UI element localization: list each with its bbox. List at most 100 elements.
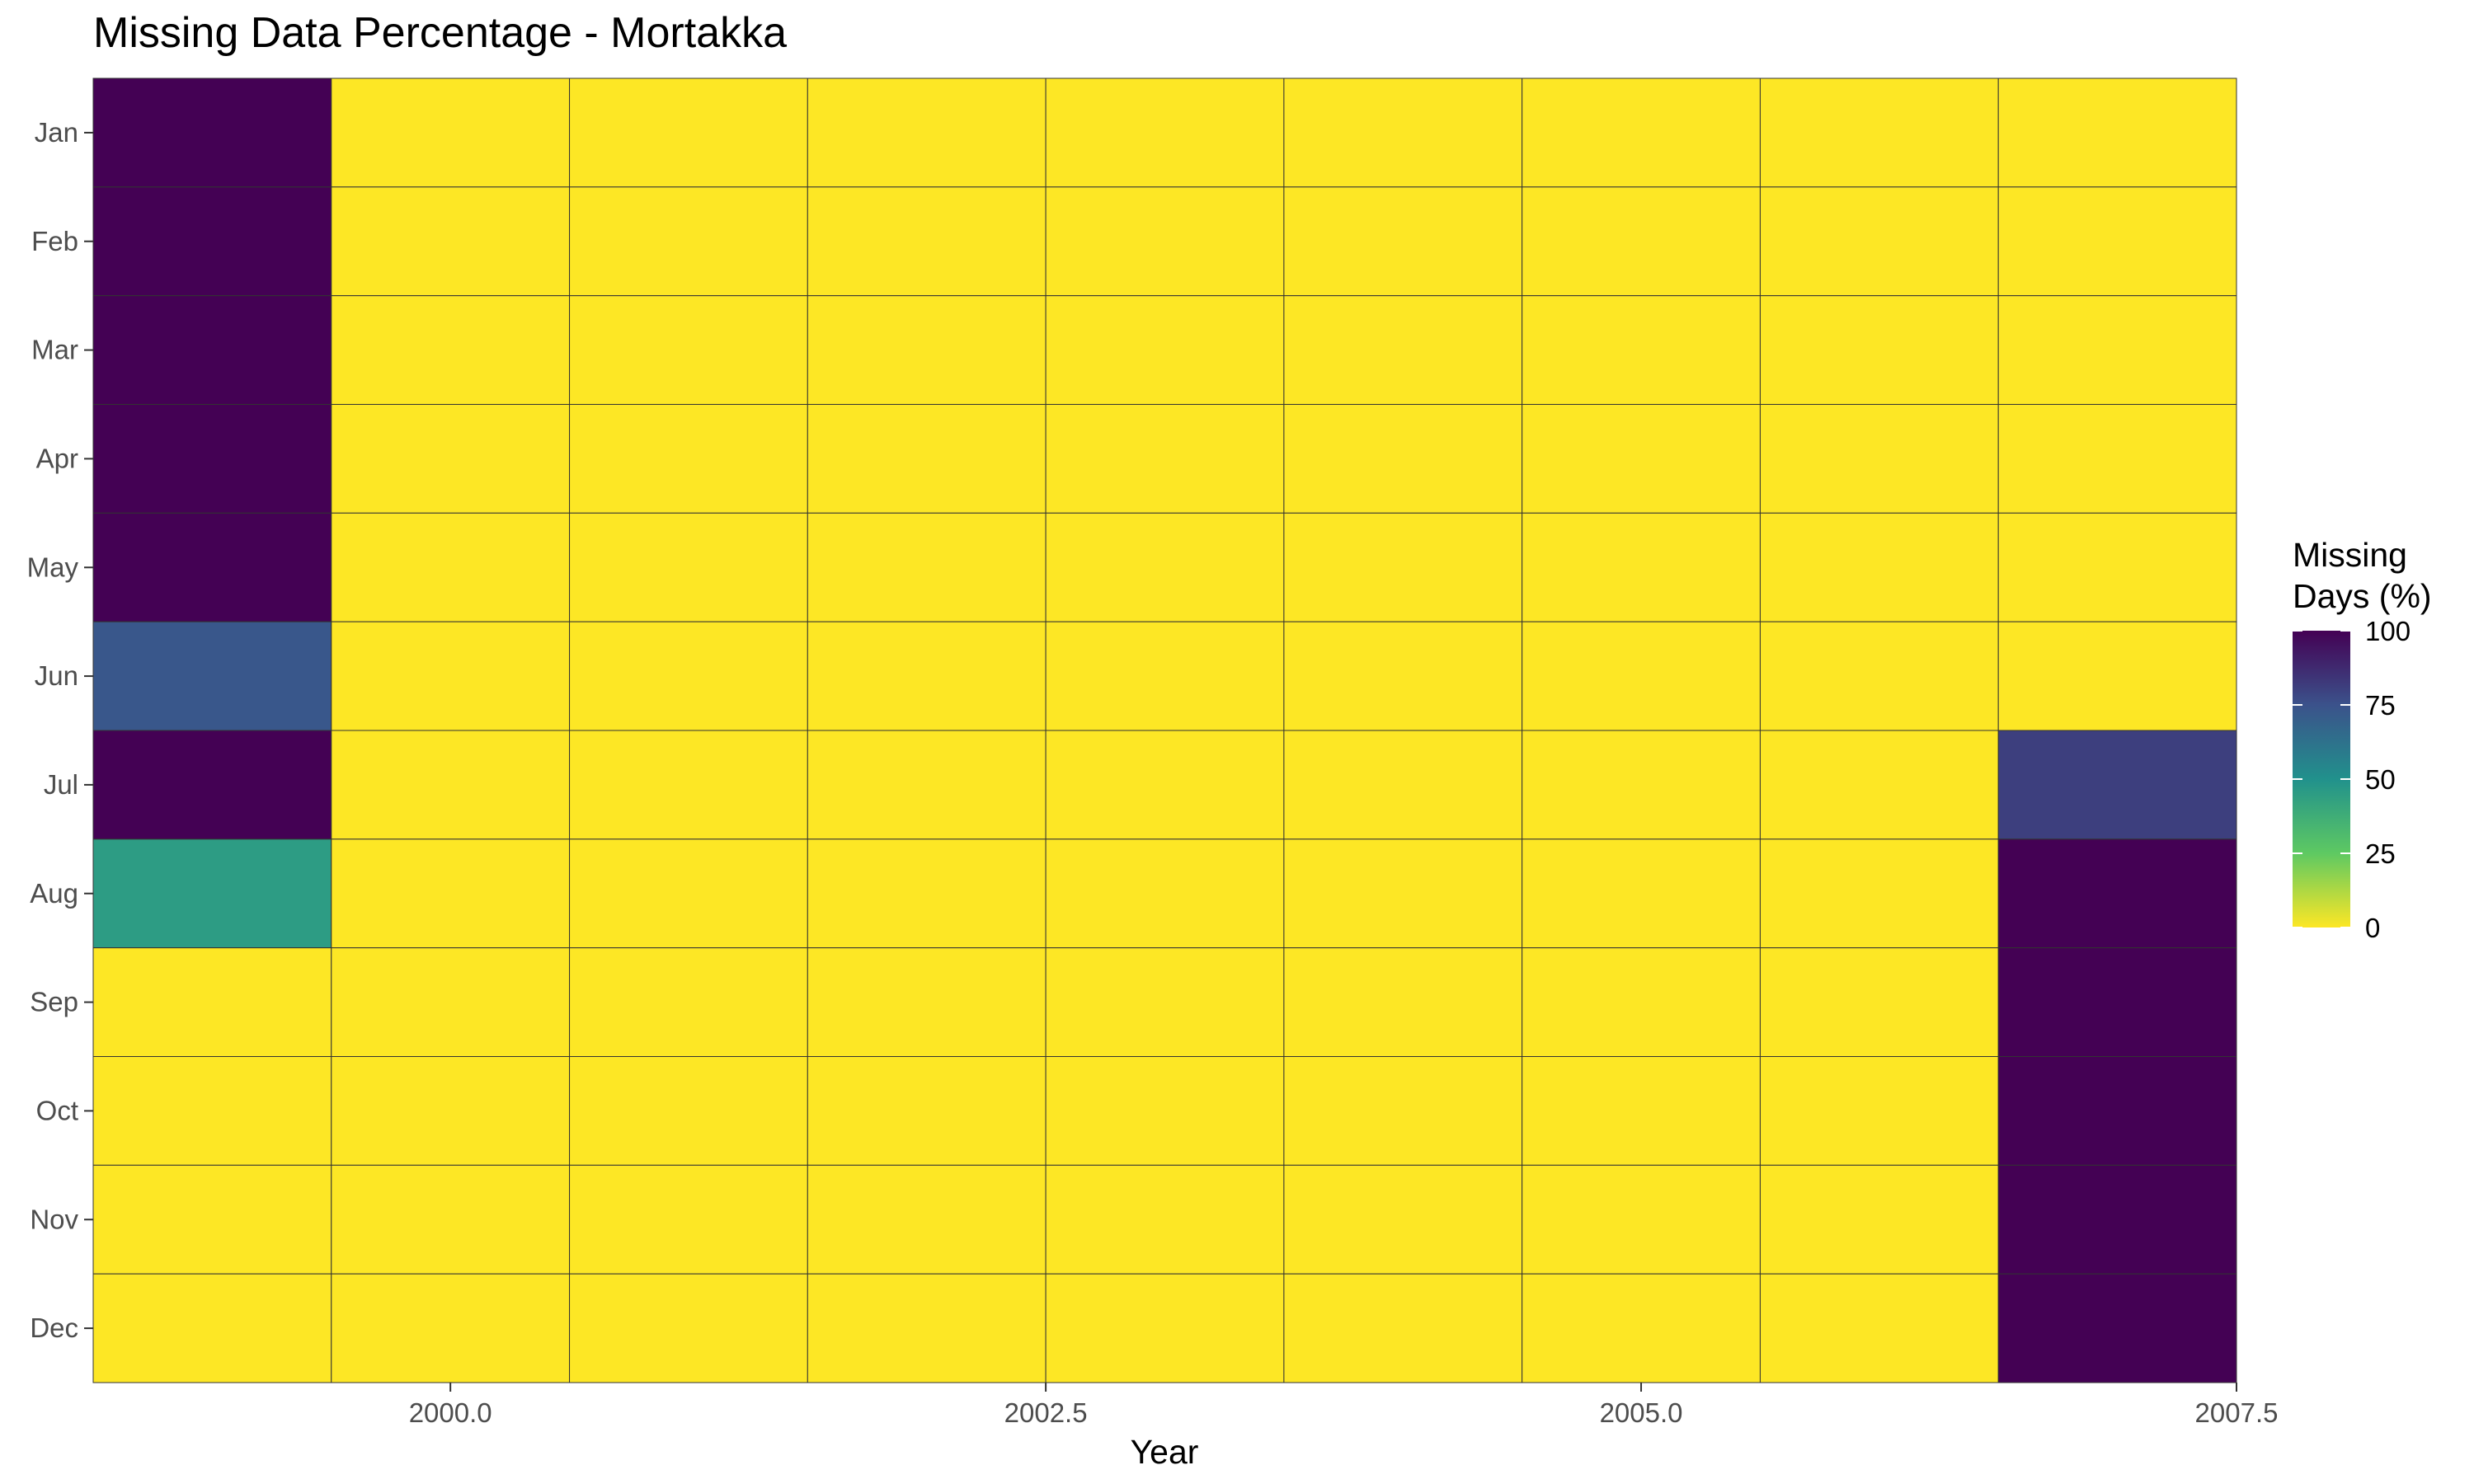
heatmap-cell-jul-2007	[1997, 730, 2237, 840]
heatmap-cell-aug-2004	[1283, 838, 1523, 949]
legend-title: Missing Days (%)	[2293, 534, 2474, 617]
heatmap-cell-apr-2000	[331, 404, 571, 514]
heatmap-cell-sep-2003	[1045, 947, 1285, 1057]
heatmap-cell-nov-2001	[569, 1164, 808, 1275]
heatmap-cell-jan-2003	[1045, 77, 1285, 188]
heatmap-cell-may-2000	[331, 512, 571, 622]
legend-tick-label: 50	[2365, 764, 2396, 795]
heatmap-cell-jul-2006	[1759, 730, 1999, 840]
heatmap-cell-jul-2004	[1283, 730, 1523, 840]
heatmap-cell-dec-2003	[1045, 1273, 1285, 1383]
x-tick-label: 2002.5	[1004, 1397, 1088, 1428]
heatmap-cell-feb-2007	[1997, 186, 2237, 297]
y-tick-label-sep: Sep	[30, 987, 78, 1017]
legend-tick-label: 100	[2365, 616, 2411, 646]
heatmap-cell-jan-2006	[1759, 77, 1999, 188]
heatmap-cell-aug-2006	[1759, 838, 1999, 949]
heatmap-cell-dec-2002	[807, 1273, 1047, 1383]
heatmap-cell-may-2003	[1045, 512, 1285, 622]
heatmap-cell-oct-2004	[1283, 1056, 1523, 1166]
heatmap-cell-nov-2004	[1283, 1164, 1523, 1275]
heatmap-cell-oct-2005	[1522, 1056, 1761, 1166]
heatmap-cell-jun-2001	[569, 621, 808, 731]
y-axis-labels: Jan Feb Mar Apr May Jun Jul Aug Sep Oct Nov Dec	[27, 117, 93, 1343]
heatmap-cells	[92, 77, 2237, 1383]
heatmap-cell-oct-2007	[1997, 1056, 2237, 1166]
heatmap-cell-mar-2002	[807, 295, 1047, 405]
y-tick-label-may: May	[27, 552, 79, 582]
heatmap-cell-mar-2004	[1283, 295, 1523, 405]
heatmap-cell-jan-2004	[1283, 77, 1523, 188]
y-tick-label-jul: Jul	[44, 769, 78, 800]
heatmap-cell-nov-2005	[1522, 1164, 1761, 1275]
heatmap-cell-may-2006	[1759, 512, 1999, 622]
heatmap-cell-dec-2005	[1522, 1273, 1761, 1383]
heatmap-cell-jun-2003	[1045, 621, 1285, 731]
heatmap-cell-sep-2004	[1283, 947, 1523, 1057]
heatmap-cell-oct-1999	[92, 1056, 332, 1166]
heatmap-cell-sep-2002	[807, 947, 1047, 1057]
heatmap-cell-apr-2003	[1045, 404, 1285, 514]
heatmap-cell-mar-2000	[331, 295, 571, 405]
heatmap-cell-feb-2000	[331, 186, 571, 297]
heatmap-cell-aug-2003	[1045, 838, 1285, 949]
y-tick-label-feb: Feb	[31, 226, 78, 256]
y-tick-label-dec: Dec	[30, 1313, 78, 1343]
heatmap-cell-aug-2007	[1997, 838, 2237, 949]
heatmap-cell-jan-2005	[1522, 77, 1761, 188]
y-tick-label-jan: Jan	[35, 117, 78, 148]
legend-tick-label: 0	[2365, 913, 2380, 943]
heatmap-cell-jun-2006	[1759, 621, 1999, 731]
heatmap-cell-sep-1999	[92, 947, 332, 1057]
heatmap-cell-may-1999	[92, 512, 332, 622]
y-tick-label-oct: Oct	[36, 1095, 78, 1125]
heatmap-cell-nov-2006	[1759, 1164, 1999, 1275]
heatmap-cell-may-2004	[1283, 512, 1523, 622]
legend-title-line-2: Days (%)	[2293, 577, 2432, 615]
heatmap-cell-nov-2000	[331, 1164, 571, 1275]
chart-title: Missing Data Percentage - Mortakka	[93, 9, 788, 57]
heatmap-cell-apr-2006	[1759, 404, 1999, 514]
heatmap-cell-oct-2006	[1759, 1056, 1999, 1166]
heatmap-cell-apr-2005	[1522, 404, 1761, 514]
heatmap-cell-sep-2001	[569, 947, 808, 1057]
heatmap-cell-oct-2000	[331, 1056, 571, 1166]
heatmap-cell-apr-2002	[807, 404, 1047, 514]
heatmap-cell-sep-2006	[1759, 947, 1999, 1057]
heatmap-cell-oct-2003	[1045, 1056, 1285, 1166]
heatmap-cell-jul-2005	[1522, 730, 1761, 840]
heatmap-cell-apr-2007	[1997, 404, 2237, 514]
heatmap-cell-jul-2000	[331, 730, 571, 840]
x-tick-label: 2000.0	[409, 1397, 492, 1428]
y-tick-label-apr: Apr	[36, 443, 78, 473]
heatmap-cell-jun-2000	[331, 621, 571, 731]
heatmap-cell-may-2007	[1997, 512, 2237, 622]
legend-tick-label: 75	[2365, 690, 2396, 721]
x-tick-label: 2007.5	[2195, 1397, 2279, 1428]
heatmap-cell-feb-2005	[1522, 186, 1761, 297]
x-axis-title: Year	[1131, 1433, 1199, 1471]
heatmap-cell-jul-2001	[569, 730, 808, 840]
heatmap-cell-sep-2005	[1522, 947, 1761, 1057]
heatmap-cell-jun-2007	[1997, 621, 2237, 731]
heatmap-cell-apr-1999	[92, 404, 332, 514]
heatmap-cell-aug-1999	[92, 838, 332, 949]
heatmap-cell-mar-1999	[92, 295, 332, 405]
legend-title-line-1: Missing	[2293, 536, 2407, 574]
heatmap-cell-aug-2002	[807, 838, 1047, 949]
x-axis-labels: 2000.0 2002.5 2005.0 2007.5	[409, 1383, 2279, 1428]
heatmap-cell-feb-1999	[92, 186, 332, 297]
heatmap-cell-dec-2006	[1759, 1273, 1999, 1383]
color-legend: 100 75 50 25 0	[2293, 616, 2411, 943]
heatmap-cell-mar-2005	[1522, 295, 1761, 405]
heatmap-cell-aug-2001	[569, 838, 808, 949]
heatmap-cell-apr-2004	[1283, 404, 1523, 514]
heatmap-cell-mar-2006	[1759, 295, 1999, 405]
heatmap-cell-may-2005	[1522, 512, 1761, 622]
heatmap-cell-nov-2003	[1045, 1164, 1285, 1275]
y-tick-label-jun: Jun	[35, 660, 78, 691]
heatmap-cell-may-2002	[807, 512, 1047, 622]
heatmap-cell-apr-2001	[569, 404, 808, 514]
heatmap-cell-feb-2004	[1283, 186, 1523, 297]
